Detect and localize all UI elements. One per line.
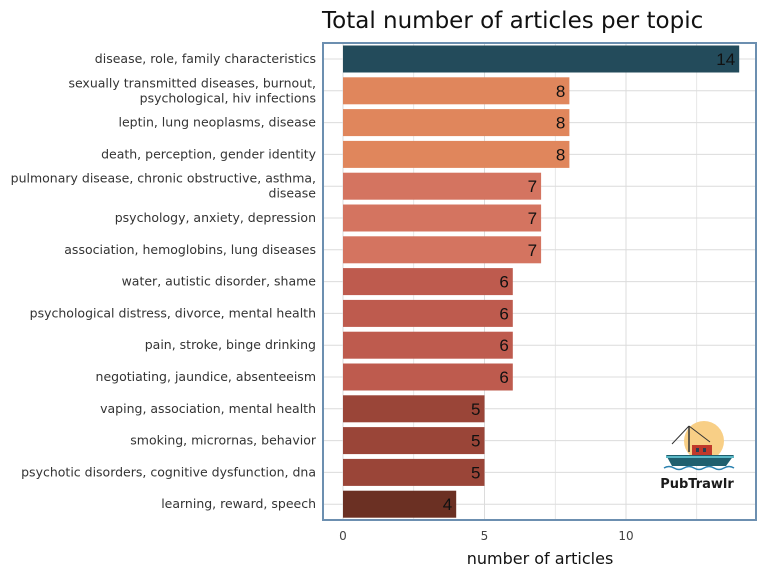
bar-value-label: 5 — [471, 432, 480, 451]
bar — [343, 363, 513, 391]
category-label: negotiating, jaundice, absenteeism — [96, 369, 316, 384]
category-label: vaping, association, mental health — [100, 401, 316, 416]
category-label: disease, role, family characteristics — [95, 51, 316, 66]
bar — [343, 204, 542, 232]
x-axis-title: number of articles — [467, 549, 614, 568]
bar-value-label: 6 — [499, 304, 508, 323]
bar — [343, 172, 542, 200]
bar-value-label: 6 — [499, 336, 508, 355]
category-label: leptin, lung neoplasms, disease — [118, 115, 316, 130]
category-label: learning, reward, speech — [161, 496, 316, 511]
bar-value-label: 5 — [471, 400, 480, 419]
bar-value-label: 8 — [556, 145, 565, 164]
bar — [343, 268, 513, 296]
panel-border — [322, 42, 757, 521]
x-tick-label: 5 — [481, 529, 489, 543]
category-labels: disease, role, family characteristics sex… — [11, 51, 317, 511]
bar — [343, 140, 570, 168]
logo-text: PubTrawlr — [660, 477, 734, 492]
bar-value-label: 5 — [471, 463, 480, 482]
bar — [343, 490, 457, 518]
bar-value-label: 8 — [556, 82, 565, 101]
category-label: water, autistic disorder, shame — [122, 274, 317, 289]
bar — [343, 236, 542, 264]
bars — [343, 45, 740, 518]
bar-value-label: 14 — [716, 50, 735, 69]
bar-value-label: 7 — [528, 209, 537, 228]
bar-value-label: 7 — [528, 241, 537, 260]
bar — [343, 427, 485, 455]
bar — [343, 109, 570, 137]
bar — [343, 331, 513, 359]
bar-value-label: 6 — [499, 273, 508, 292]
category-label: association, hemoglobins, lung diseases — [64, 242, 316, 257]
pubtrawlr-logo: PubTrawlr — [660, 421, 735, 492]
category-label: psychology, anxiety, depression — [115, 210, 316, 225]
category-label: sexually transmitted diseases, burnout, p… — [68, 75, 316, 105]
bar — [343, 458, 485, 486]
category-label: pulmonary disease, chronic obstructive, … — [11, 171, 317, 201]
bar-value-label: 8 — [556, 114, 565, 133]
chart-title: Total number of articles per topic — [321, 8, 703, 34]
bar-value-label: 6 — [499, 368, 508, 387]
x-tick-label: 0 — [339, 529, 347, 543]
bar-value-label: 4 — [443, 495, 452, 514]
x-tick-labels: 0 5 10 — [339, 529, 633, 543]
category-label: smoking, micrornas, behavior — [130, 433, 317, 448]
bar — [343, 77, 570, 105]
bar — [343, 45, 740, 73]
category-label: death, perception, gender identity — [101, 146, 317, 161]
x-tick-label: 10 — [618, 529, 633, 543]
fishing-boat-icon — [663, 421, 735, 471]
bar — [343, 395, 485, 423]
bar — [343, 299, 513, 327]
category-label: pain, stroke, binge drinking — [145, 337, 316, 352]
category-label: psychological distress, divorce, mental … — [30, 305, 316, 320]
category-label: psychotic disorders, cognitive dysfuncti… — [21, 464, 316, 479]
bar-value-label: 7 — [528, 177, 537, 196]
